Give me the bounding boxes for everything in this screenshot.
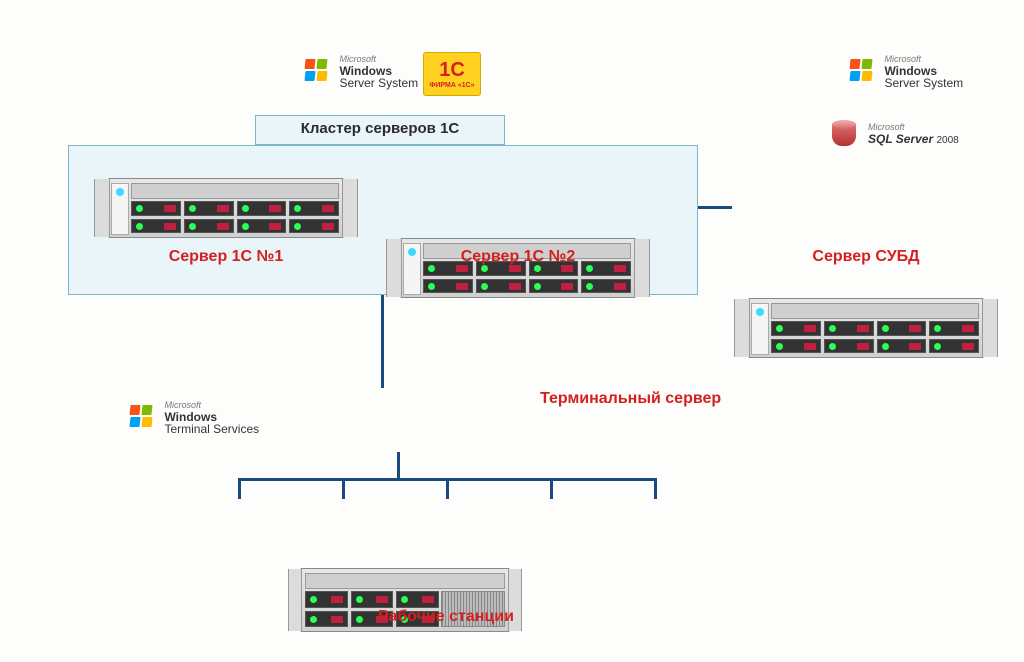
server-db-label: Сервер СУБД — [748, 248, 984, 266]
logo-sql-year: 2008 — [937, 135, 959, 146]
logo-ms-label: Microsoft — [339, 54, 376, 64]
server-1c-1-label: Сервер 1С №1 — [108, 248, 344, 266]
edge-cluster-to-terminal — [381, 295, 384, 388]
logo-1c-icon: 1C ФИРМА «1С» — [423, 52, 481, 96]
logo-ms-label: Microsoft — [164, 400, 201, 410]
logo-srv-label: Server System — [884, 76, 963, 90]
workstations-label: Рабочие станции — [192, 608, 700, 626]
edge-ws-4 — [550, 478, 553, 499]
server-1c-2-label: Сервер 1С №2 — [400, 248, 636, 266]
logo-sql-label: SQL Server — [868, 132, 933, 146]
terminal-server-label: Терминальный сервер — [540, 390, 740, 408]
server-1c-1 — [108, 178, 344, 238]
cluster-title: Кластер серверов 1С — [301, 120, 460, 137]
windows-flag-icon — [305, 59, 329, 83]
edge-ws-5 — [654, 478, 657, 499]
logo-ms-label: Microsoft — [884, 54, 921, 64]
logo-ts-label: Terminal Services — [164, 422, 259, 436]
logo-srv-label: Server System — [339, 76, 418, 90]
logo-windows-server-system-left: Microsoft Windows Server System — [305, 52, 418, 90]
edge-ws-3 — [446, 478, 449, 499]
edge-ws-1 — [238, 478, 241, 499]
windows-flag-icon — [850, 59, 874, 83]
logo-windows-terminal-services: Microsoft Windows Terminal Services — [130, 398, 259, 436]
windows-flag-icon — [130, 405, 154, 429]
logo-ms-label: Microsoft — [868, 122, 905, 132]
edge-terminal-down — [397, 452, 400, 478]
database-cylinder-icon — [832, 120, 856, 146]
onec-small: ФИРМА «1С» — [429, 82, 474, 89]
edge-ws-2 — [342, 478, 345, 499]
server-1c-2 — [400, 238, 636, 298]
cluster-title-box: Кластер серверов 1С — [255, 115, 505, 145]
logo-sql-server: Microsoft SQL Server 2008 — [832, 120, 959, 146]
logo-windows-server-system-right: Microsoft Windows Server System — [850, 52, 963, 90]
edge-cluster-to-db — [698, 206, 732, 209]
onec-big: 1C — [439, 59, 465, 82]
server-db — [748, 298, 984, 358]
